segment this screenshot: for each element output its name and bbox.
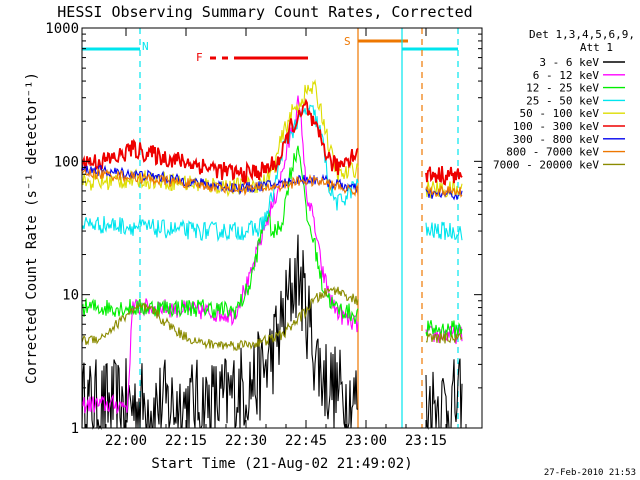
legend-entry-label: 25 - 50 keV <box>526 94 599 107</box>
series-line <box>425 185 463 198</box>
annotation-n: N <box>142 40 149 53</box>
axis-ticks: 22:00 22:15 22:30 22:45 23:00 23:15 1 10 100 1000 <box>45 21 482 449</box>
x-tick-label: 22:00 <box>105 433 147 449</box>
x-tick-label: 23:15 <box>405 433 447 449</box>
chart-title: HESSI Observing Summary Count Rates, Cor… <box>57 3 472 21</box>
series-line <box>81 104 359 243</box>
legend-entry-label: 300 - 800 keV <box>513 133 599 146</box>
y-axis-label: Corrected Count Rate (s⁻¹ detector⁻¹) <box>24 72 40 384</box>
legend-title-line-2: Att 1 <box>580 41 613 54</box>
x-tick-label: 22:45 <box>285 433 327 449</box>
annotation-f: F <box>196 51 203 64</box>
series-line <box>425 180 463 199</box>
y-tick-label: 1 <box>71 421 79 437</box>
series-line <box>81 78 359 198</box>
legend-entry-label: 50 - 100 keV <box>520 107 600 120</box>
timestamp: 27-Feb-2010 21:53 <box>544 468 636 478</box>
series-line <box>81 164 359 196</box>
series-line <box>81 145 359 324</box>
series-line <box>81 286 359 352</box>
x-tick-label: 23:00 <box>345 433 387 449</box>
x-tick-label: 22:30 <box>225 433 267 449</box>
legend-entry-label: 12 - 25 keV <box>526 82 599 95</box>
y-tick-label: 1000 <box>45 21 79 37</box>
series-line <box>426 332 463 344</box>
series-line <box>81 167 359 197</box>
legend-entry-label: 800 - 7000 keV <box>506 146 599 159</box>
flag-bars <box>82 39 458 60</box>
series-line <box>81 95 359 415</box>
x-tick-label: 22:15 <box>165 433 207 449</box>
legend-entry-label: 6 - 12 keV <box>533 69 600 82</box>
series-line <box>425 166 463 186</box>
annotations: N F S <box>142 35 351 64</box>
mode-lines <box>139 28 459 428</box>
annotation-s: S <box>344 35 351 48</box>
x-axis-label: Start Time (21-Aug-02 21:49:02) <box>151 456 412 472</box>
y-tick-label: 10 <box>62 288 79 304</box>
series-line <box>425 221 463 241</box>
y-tick-label: 100 <box>54 154 79 170</box>
plot-frame <box>81 27 483 429</box>
legend-entry-label: 100 - 300 keV <box>513 120 599 133</box>
legend-entry-label: 3 - 6 keV <box>539 56 599 69</box>
series-line <box>81 98 359 186</box>
legend-entry-label: 7000 - 20000 keV <box>493 158 599 171</box>
series-lines <box>81 78 463 430</box>
legend-title-line-1: Det 1,3,4,5,6,9, <box>529 28 635 41</box>
